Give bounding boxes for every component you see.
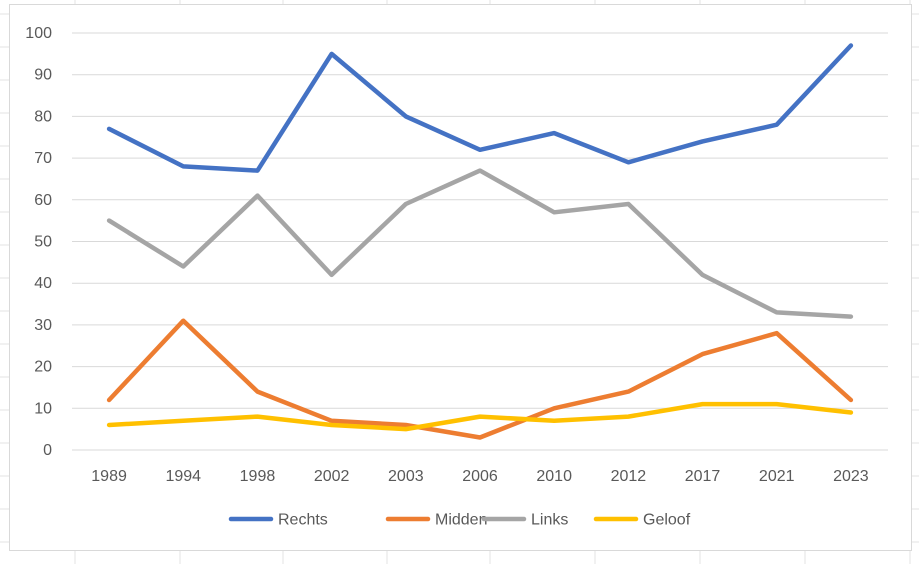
data-point-midden[interactable]	[848, 397, 854, 403]
data-point-geloof[interactable]	[774, 401, 780, 407]
y-tick-label: 20	[34, 359, 52, 376]
y-tick-label: 80	[34, 108, 52, 125]
series-line-geloof[interactable]	[106, 401, 854, 432]
data-point-rechts[interactable]	[180, 163, 186, 169]
data-point-rechts[interactable]	[254, 168, 260, 174]
x-tick-label: 2010	[536, 468, 572, 485]
x-tick-label: 1994	[165, 468, 201, 485]
data-point-links[interactable]	[329, 272, 335, 278]
data-point-rechts[interactable]	[700, 138, 706, 144]
chart-gridlines	[72, 32, 888, 451]
y-tick-label: 60	[34, 192, 52, 209]
x-tick-label: 2006	[462, 468, 498, 485]
y-axis-tick-labels: 0 10 20 30 40 50 60 70 80 90 100	[25, 25, 52, 459]
data-point-rechts[interactable]	[774, 122, 780, 128]
data-point-midden[interactable]	[477, 434, 483, 440]
series-lines	[106, 43, 854, 440]
y-tick-label: 50	[34, 234, 52, 251]
y-tick-label: 40	[34, 275, 52, 292]
series-rechts	[106, 43, 854, 174]
series-line-links[interactable]	[106, 168, 854, 319]
data-point-links[interactable]	[848, 314, 854, 320]
data-point-geloof[interactable]	[403, 426, 409, 432]
x-tick-label: 1989	[91, 468, 127, 485]
y-tick-label: 70	[34, 150, 52, 167]
data-point-geloof[interactable]	[700, 401, 706, 407]
data-point-links[interactable]	[700, 272, 706, 278]
series-midden	[106, 318, 854, 440]
data-point-rechts[interactable]	[848, 43, 854, 49]
series-geloof	[106, 401, 854, 432]
x-tick-label: 1998	[240, 468, 276, 485]
data-point-links[interactable]	[254, 193, 260, 199]
data-point-rechts[interactable]	[551, 130, 557, 136]
data-point-links[interactable]	[551, 209, 557, 215]
data-point-rechts[interactable]	[329, 51, 335, 57]
x-tick-label: 2023	[833, 468, 869, 485]
data-point-rechts[interactable]	[625, 159, 631, 165]
line-chart[interactable]: 0 10 20 30 40 50 60 70 80 90 100 1989 1994 1998 2002 2…	[9, 4, 912, 551]
legend-label: Midden	[435, 512, 487, 529]
x-tick-label: 2003	[388, 468, 424, 485]
data-point-midden[interactable]	[106, 397, 112, 403]
data-point-geloof[interactable]	[254, 414, 260, 420]
series-line-rechts[interactable]	[106, 43, 854, 173]
data-point-links[interactable]	[625, 201, 631, 207]
legend: Rechts Midden Links Geloof	[228, 512, 691, 529]
x-axis-tick-labels: 1989 1994 1998 2002 2003 2006 2010 2012 2017 2021…	[91, 468, 869, 485]
legend-item-links[interactable]: Links	[481, 512, 568, 529]
data-point-midden[interactable]	[700, 351, 706, 357]
data-point-geloof[interactable]	[329, 422, 335, 428]
x-tick-label: 2002	[314, 468, 350, 485]
data-point-rechts[interactable]	[403, 113, 409, 119]
data-point-links[interactable]	[106, 218, 112, 224]
data-point-geloof[interactable]	[551, 418, 557, 424]
y-tick-label: 90	[34, 67, 52, 84]
data-point-links[interactable]	[403, 201, 409, 207]
data-point-midden[interactable]	[551, 405, 557, 411]
y-tick-label: 30	[34, 317, 52, 334]
data-point-links[interactable]	[774, 309, 780, 315]
legend-item-midden[interactable]: Midden	[385, 512, 487, 529]
data-point-geloof[interactable]	[625, 414, 631, 420]
data-point-midden[interactable]	[774, 330, 780, 336]
x-tick-label: 2012	[611, 468, 647, 485]
x-tick-label: 2017	[685, 468, 721, 485]
data-point-links[interactable]	[477, 168, 483, 174]
data-point-geloof[interactable]	[477, 414, 483, 420]
y-tick-label: 0	[43, 442, 52, 459]
data-point-geloof[interactable]	[180, 418, 186, 424]
data-point-links[interactable]	[180, 264, 186, 270]
legend-item-rechts[interactable]: Rechts	[228, 512, 328, 529]
chart-canvas: 0 10 20 30 40 50 60 70 80 90 100 1989 1994 1998 2002 2…	[25, 25, 888, 529]
legend-item-geloof[interactable]: Geloof	[593, 512, 691, 529]
legend-label: Geloof	[643, 512, 691, 529]
data-point-midden[interactable]	[254, 389, 260, 395]
y-tick-label: 100	[25, 25, 52, 42]
series-links	[106, 168, 854, 320]
data-point-rechts[interactable]	[106, 126, 112, 132]
legend-label: Links	[531, 512, 568, 529]
series-line-midden[interactable]	[106, 318, 854, 440]
legend-label: Rechts	[278, 512, 328, 529]
data-point-midden[interactable]	[180, 318, 186, 324]
data-point-geloof[interactable]	[848, 409, 854, 415]
data-point-rechts[interactable]	[477, 147, 483, 153]
data-point-midden[interactable]	[625, 389, 631, 395]
x-tick-label: 2021	[759, 468, 795, 485]
y-tick-label: 10	[34, 400, 52, 417]
data-point-geloof[interactable]	[106, 422, 112, 428]
